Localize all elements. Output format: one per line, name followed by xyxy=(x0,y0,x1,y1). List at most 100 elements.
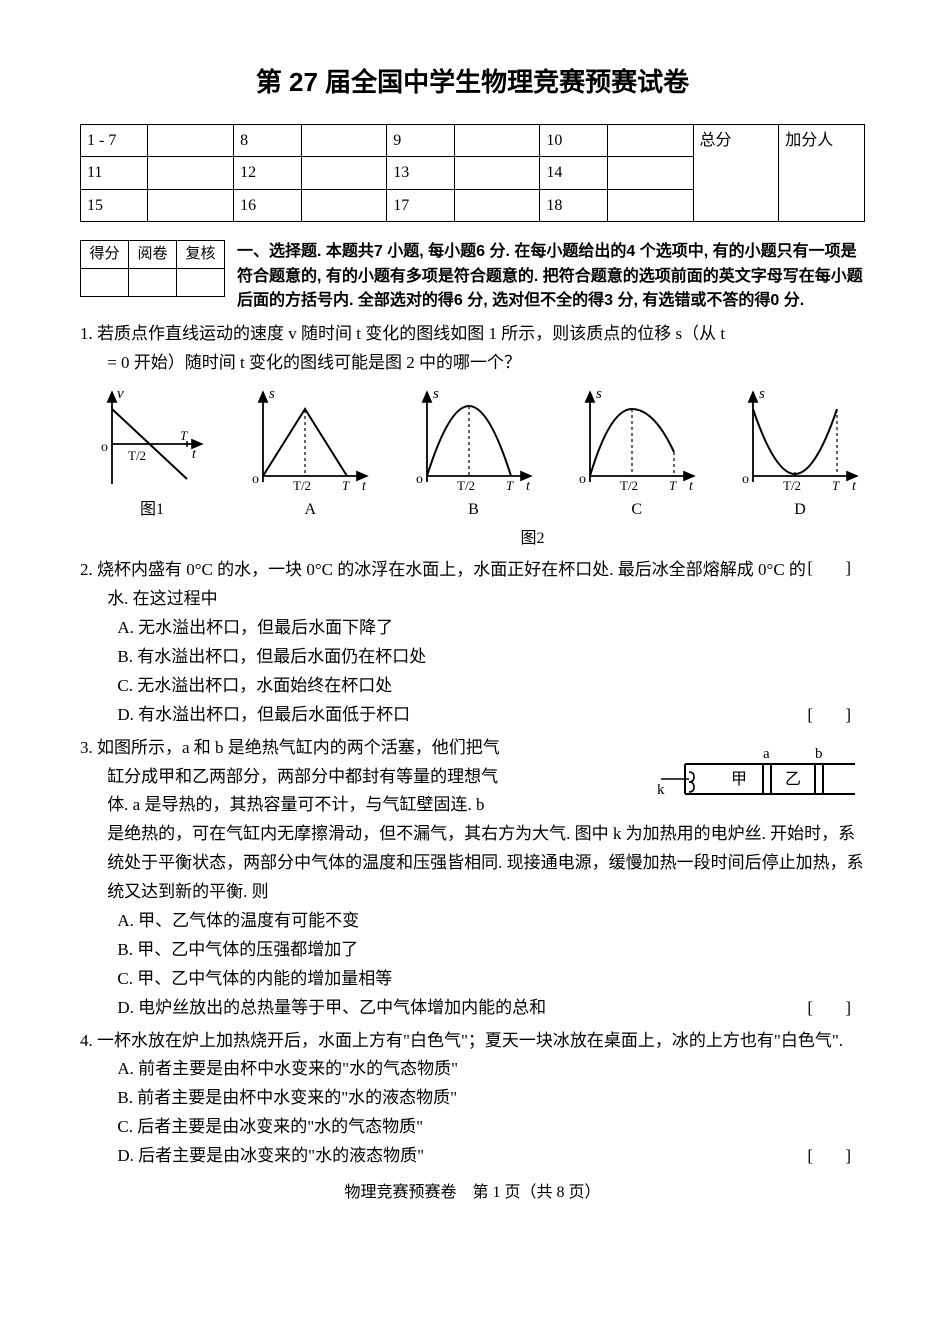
svg-text:T: T xyxy=(342,478,350,493)
svg-text:b: b xyxy=(815,746,823,762)
cell: 10 xyxy=(540,125,607,157)
svg-text:o: o xyxy=(742,472,749,487)
question-3: a b k 甲 乙 3. 如图所示，a 和 b 是绝热气缸内的两个活塞，他们把气… xyxy=(80,734,865,1023)
svg-text:o: o xyxy=(101,440,108,455)
q4-bracket: [ ] xyxy=(807,1142,865,1171)
graph-fig1: v o t T/2 T 图1 xyxy=(92,384,212,523)
q3-opt-c: C. 甲、乙中气体的内能的增加量相等 xyxy=(117,965,865,994)
mini-score-table: 得分 阅卷 复核 xyxy=(80,240,225,297)
q4-opt-b: B. 前者主要是由杯中水变来的"水的液态物质" xyxy=(117,1084,865,1113)
page-footer: 物理竞赛预赛卷 第 1 页（共 8 页） xyxy=(80,1179,865,1206)
cell xyxy=(454,125,540,157)
q2-bracket: [ ] xyxy=(807,701,865,730)
q2-number: 2. xyxy=(80,560,93,579)
q2-opt-d: D. 有水溢出杯口，但最后水面低于杯口[ ] xyxy=(117,701,865,730)
svg-text:s: s xyxy=(269,386,275,402)
cell xyxy=(607,189,693,221)
q4-opt-a: A. 前者主要是由杯中水变来的"水的气态物质" xyxy=(117,1055,865,1084)
cell xyxy=(301,125,387,157)
q2-opt-c: C. 无水溢出杯口，水面始终在杯口处 xyxy=(117,672,865,701)
graph-option-d: s o T/2 T t D xyxy=(735,384,865,523)
cell: 16 xyxy=(234,189,301,221)
cell xyxy=(454,189,540,221)
q3-bracket: [ ] xyxy=(807,994,865,1023)
opt-d-label: D xyxy=(735,496,865,523)
cell: 9 xyxy=(387,125,454,157)
cell: 18 xyxy=(540,189,607,221)
fig2-label: 图2 xyxy=(520,525,544,552)
table-row: 1 - 7 8 9 10 总分 加分人 xyxy=(81,125,865,157)
question-1: 1. 若质点作直线运动的速度 v 随时间 t 变化的图线如图 1 所示，则该质点… xyxy=(80,320,865,552)
q3-number: 3. xyxy=(80,738,93,757)
q2-text: 烧杯内盛有 0°C 的水，一块 0°C 的冰浮在水面上，水面正好在杯口处. 最后… xyxy=(97,560,806,608)
graph-option-a: s o T/2 T t A xyxy=(245,384,375,523)
q4-opt-c: C. 后者主要是由冰变来的"水的气态物质" xyxy=(117,1113,865,1142)
q3-opt-a: A. 甲、乙气体的温度有可能不变 xyxy=(117,907,865,936)
question-2: 2. 烧杯内盛有 0°C 的水，一块 0°C 的冰浮在水面上，水面正好在杯口处.… xyxy=(80,556,865,729)
q3-opt-b: B. 甲、乙中气体的压强都增加了 xyxy=(117,936,865,965)
svg-text:k: k xyxy=(657,782,665,798)
svg-text:T: T xyxy=(180,428,188,443)
svg-text:t: t xyxy=(852,479,857,494)
opt-c-label: C xyxy=(572,496,702,523)
fig1-label: 图1 xyxy=(92,496,212,523)
q3-text2: 缸分成甲和乙两部分，两部分中都封有等量的理想气 xyxy=(107,767,498,786)
cell: 得分 xyxy=(81,240,129,268)
section-instructions: 一、选择题. 本题共7 小题, 每小题6 分. 在每小题给出的4 个选项中, 有… xyxy=(237,240,865,314)
q1-text-b: = 0 开始）随时间 t 变化的图线可能是图 2 中的哪一个？ xyxy=(107,353,521,372)
q4-opt-d: D. 后者主要是由冰变来的"水的液态物质"[ ] xyxy=(117,1142,865,1171)
opt-a-label: A xyxy=(245,496,375,523)
cell: 复核 xyxy=(177,240,225,268)
cell: 11 xyxy=(81,157,148,189)
svg-text:甲: 甲 xyxy=(731,771,747,788)
svg-text:s: s xyxy=(433,386,439,402)
svg-text:T/2: T/2 xyxy=(293,478,311,493)
svg-text:o: o xyxy=(252,472,259,487)
svg-text:T/2: T/2 xyxy=(620,478,638,493)
svg-text:T: T xyxy=(832,478,840,493)
score-table: 1 - 7 8 9 10 总分 加分人 11 12 13 14 15 16 17… xyxy=(80,124,865,222)
cell xyxy=(454,157,540,189)
cell: 12 xyxy=(234,157,301,189)
q3-text3: 体. a 是导热的，其热容量可不计，与气缸壁固连. b xyxy=(107,795,484,814)
svg-text:t: t xyxy=(362,479,367,494)
page-title: 第 27 届全国中学生物理竞赛预赛试卷 xyxy=(80,60,865,104)
q1-number: 1. xyxy=(80,324,93,343)
q1-bracket: [ ] xyxy=(807,554,865,583)
cell xyxy=(148,157,234,189)
svg-text:T: T xyxy=(506,478,514,493)
svg-text:t: t xyxy=(192,447,197,462)
svg-text:s: s xyxy=(759,386,765,402)
cell xyxy=(607,125,693,157)
svg-text:t: t xyxy=(689,479,694,494)
q4-text: 一杯水放在炉上加热烧开后，水面上方有"白色气"；夏天一块冰放在桌面上，冰的上方也… xyxy=(97,1031,843,1050)
q3-diagram: a b k 甲 乙 xyxy=(655,736,865,816)
graph-option-b: s o T/2 T t B xyxy=(409,384,539,523)
cell xyxy=(301,189,387,221)
cell: 15 xyxy=(81,189,148,221)
cell-total-label: 总分 xyxy=(693,125,779,222)
graph-option-c: s o T/2 T t C xyxy=(572,384,702,523)
q1-graphs: v o t T/2 T 图1 s o T/2 T t A xyxy=(80,384,865,523)
cell: 8 xyxy=(234,125,301,157)
q4-number: 4. xyxy=(80,1031,93,1050)
cell xyxy=(129,268,177,296)
svg-text:乙: 乙 xyxy=(785,771,801,788)
cell xyxy=(301,157,387,189)
opt-b-label: B xyxy=(409,496,539,523)
q3-opt-d: D. 电炉丝放出的总热量等于甲、乙中气体增加内能的总和[ ] xyxy=(117,994,865,1023)
svg-text:t: t xyxy=(526,479,531,494)
cell: 1 - 7 xyxy=(81,125,148,157)
q3-text4: 是绝热的，可在气缸内无摩擦滑动，但不漏气，其右方为大气. 图中 k 为加热用的电… xyxy=(107,824,864,901)
fig1-svg: v o t T/2 T xyxy=(92,384,212,494)
cell-scorer-label: 加分人 xyxy=(779,125,865,222)
cell xyxy=(177,268,225,296)
svg-text:s: s xyxy=(596,386,602,402)
question-4: 4. 一杯水放在炉上加热烧开后，水面上方有"白色气"；夏天一块冰放在桌面上，冰的… xyxy=(80,1027,865,1171)
svg-text:o: o xyxy=(416,472,423,487)
q2-opt-a: A. 无水溢出杯口，但最后水面下降了 xyxy=(117,614,865,643)
svg-text:o: o xyxy=(579,472,586,487)
cell xyxy=(607,157,693,189)
cell xyxy=(148,189,234,221)
svg-text:a: a xyxy=(763,746,770,762)
